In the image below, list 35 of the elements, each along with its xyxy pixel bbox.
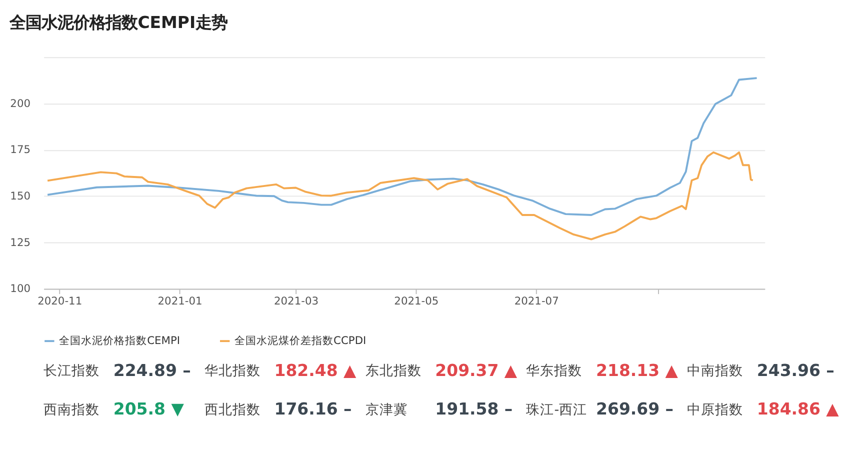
text: 218.13 ▲	[596, 360, 678, 380]
text: 191.58 –	[435, 400, 513, 419]
x-tick-label: 2020-11	[38, 294, 82, 308]
text: 176.16 –	[274, 400, 352, 419]
category-label: 中南指数	[687, 363, 744, 379]
category-label: 华北指数	[204, 363, 260, 379]
line-series	[46, 151, 754, 240]
category-label: 中原指数	[687, 402, 744, 418]
line-series	[46, 77, 758, 216]
category-label: 长江指数	[44, 363, 100, 379]
category-label: 京津冀	[365, 402, 408, 418]
y-tick-label: 175	[10, 143, 31, 156]
text: 205.8 ▼	[113, 400, 184, 419]
x-tick-label: 2021-03	[274, 294, 319, 308]
text: 184.86 ▲	[756, 400, 839, 419]
text: 224.89 –	[113, 360, 191, 380]
x-tick-label: 2021-07	[514, 294, 559, 308]
category-label: 西北指数	[204, 402, 260, 418]
y-tick-label: 125	[10, 236, 31, 249]
legend-label: 全国水泥价格指数CEMPI	[59, 334, 180, 347]
text: 243.96 –	[756, 360, 834, 380]
y-tick-label: 200	[10, 96, 31, 110]
text: 269.69 –	[596, 400, 674, 419]
x-tick-label: 2021-01	[158, 294, 202, 308]
legend-label: 全国水泥煤价差指数CCPDI	[234, 334, 366, 347]
category-label: 华东指数	[526, 363, 582, 379]
category-label: 珠江-西江	[526, 402, 588, 418]
text: 209.37 ▲	[435, 360, 518, 380]
x-tick-label: 2021-05	[394, 294, 439, 308]
category-label: 西南指数	[44, 402, 100, 418]
y-tick-label: 150	[10, 189, 31, 202]
category-label: 东北指数	[365, 363, 422, 379]
text: 182.48 ▲	[274, 360, 356, 380]
y-tick-label: 100	[10, 282, 31, 296]
chart-title: 全国水泥价格指数CEMPI走势	[8, 13, 228, 32]
